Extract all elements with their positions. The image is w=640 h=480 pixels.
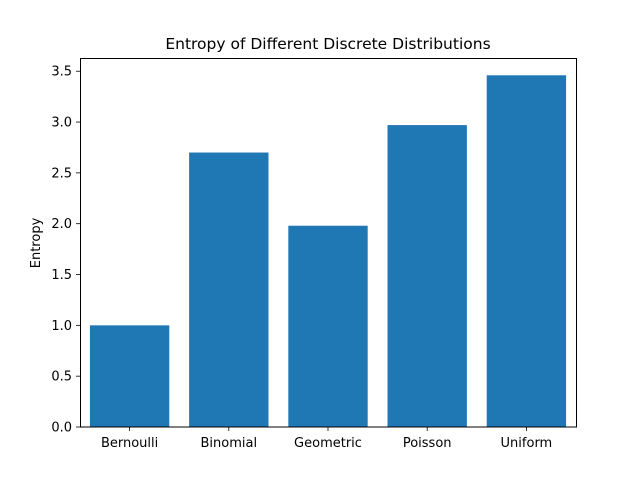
bar-poisson (387, 125, 467, 427)
bars-group (89, 75, 567, 428)
x-tick-label: Uniform (501, 436, 553, 451)
y-axis-ticks: 0.0 0.5 1.0 1.5 2.0 2.5 3.0 3.5 (51, 65, 80, 436)
y-tick-label: 3.0 (51, 116, 72, 131)
bar-bernoulli (89, 325, 170, 427)
x-axis-ticks: Bernoulli Binomial Geometric Poisson Uniform (101, 427, 552, 451)
y-tick-label: 0.0 (51, 421, 72, 436)
y-tick-label: 2.5 (51, 166, 72, 181)
x-tick-label: Binomial (201, 436, 258, 451)
x-tick-label: Geometric (294, 436, 362, 451)
x-tick-label: Bernoulli (101, 436, 158, 451)
y-tick-label: 2.0 (51, 217, 72, 232)
bar-uniform (486, 75, 567, 427)
y-tick-label: 1.5 (51, 268, 72, 283)
bar-binomial (189, 152, 269, 428)
x-tick-label: Poisson (403, 436, 452, 451)
bar-geometric (288, 225, 368, 427)
y-tick-label: 1.0 (51, 319, 72, 334)
y-tick-label: 3.5 (51, 65, 72, 80)
y-axis-label: Entropy (29, 217, 44, 268)
chart-title: Entropy of Different Discrete Distributi… (165, 35, 490, 53)
y-tick-label: 0.5 (51, 370, 72, 385)
plot-frame (80, 58, 577, 428)
